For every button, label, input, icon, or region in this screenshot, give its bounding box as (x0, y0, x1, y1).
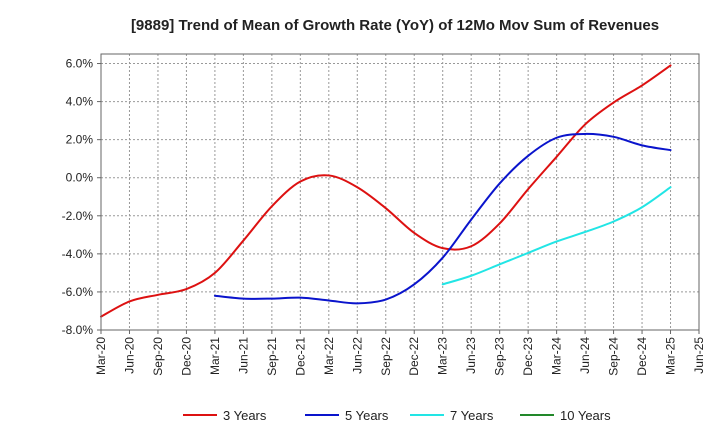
plot-area (101, 54, 699, 330)
x-tick-label: Jun-25 (692, 337, 706, 374)
series-lines (100, 64, 672, 318)
x-tick-label: Mar-22 (322, 337, 336, 375)
legend-label-7-years: 7 Years (450, 408, 494, 423)
series-line-3-years (100, 64, 672, 318)
x-tick-label: Mar-25 (664, 337, 678, 375)
x-tick-label: Sep-21 (265, 337, 279, 376)
legend-label-3-years: 3 Years (223, 408, 267, 423)
grid-lines (101, 54, 699, 330)
x-tick-label: Jun-20 (122, 337, 136, 374)
x-tick-label: Dec-24 (635, 337, 649, 376)
legend-label-5-years: 5 Years (345, 408, 389, 423)
x-tick-label: Mar-21 (208, 337, 222, 375)
series-line-5-years (213, 132, 672, 305)
x-tick-label: Mar-23 (436, 337, 450, 375)
x-tick-label: Jun-22 (350, 337, 364, 374)
x-tick-label: Mar-24 (550, 337, 564, 375)
y-tick-label: 4.0% (66, 95, 94, 109)
legend-label-10-years: 10 Years (560, 408, 611, 423)
y-tick-label: -2.0% (62, 209, 94, 223)
x-tick-label: Mar-20 (94, 337, 108, 375)
x-tick-label: Jun-24 (578, 337, 592, 374)
x-tick-label: Jun-23 (464, 337, 478, 374)
x-tick-label: Sep-24 (607, 337, 621, 376)
y-tick-label: -8.0% (62, 323, 94, 337)
y-tick-label: -4.0% (62, 247, 94, 261)
plot-frame (100, 53, 700, 331)
x-tick-label: Dec-22 (407, 337, 421, 376)
x-axis-ticks: Mar-20 Jun-20 Sep-20 Dec-20 Mar-21 Jun-21 Sep-… (94, 330, 706, 376)
x-tick-label: Dec-20 (179, 337, 193, 376)
y-axis-ticks: -8.0% -6.0% -4.0% -2.0% 0.0% 2.0% 4.0% 6.0% (62, 57, 101, 337)
y-tick-label: -6.0% (62, 285, 94, 299)
legend: 3 Years 5 Years 7 Years 10 Years (183, 408, 611, 423)
y-tick-label: 2.0% (66, 133, 94, 147)
chart-title: [9889] Trend of Mean of Growth Rate (YoY… (131, 17, 659, 34)
x-tick-label: Dec-23 (521, 337, 535, 376)
y-tick-label: 0.0% (66, 171, 94, 185)
y-tick-label: 6.0% (66, 57, 94, 71)
x-tick-label: Dec-21 (293, 337, 307, 376)
x-tick-label: Sep-20 (151, 337, 165, 376)
x-tick-label: Sep-22 (379, 337, 393, 376)
series-line-7-years (441, 186, 672, 286)
x-tick-label: Sep-23 (493, 337, 507, 376)
x-tick-label: Jun-21 (236, 337, 250, 374)
